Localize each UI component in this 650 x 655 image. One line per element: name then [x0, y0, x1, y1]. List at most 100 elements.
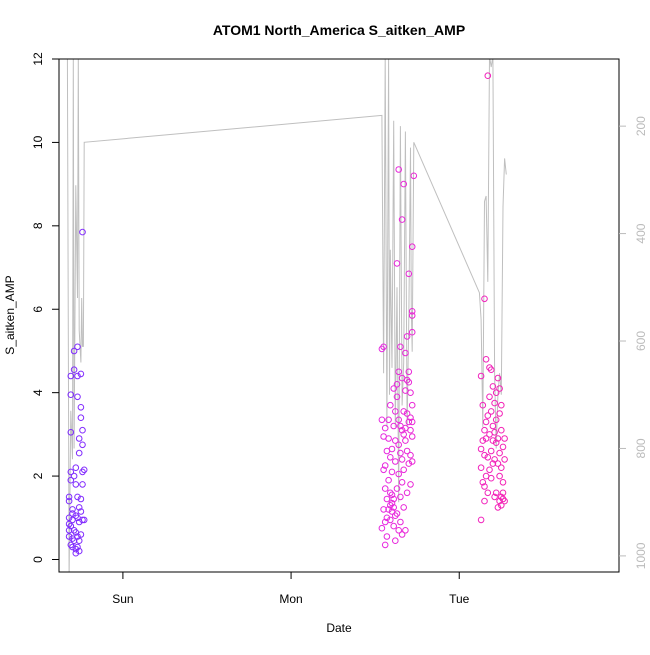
y-right-tick-label: 400 [634, 223, 648, 243]
data-point [387, 489, 394, 497]
data-point [67, 429, 75, 436]
data-point [381, 424, 389, 432]
data-point [378, 416, 386, 424]
data-point [67, 476, 75, 484]
data-point [67, 522, 75, 530]
x-axis-title: Date [326, 621, 352, 635]
data-point [400, 408, 408, 415]
data-point [403, 333, 411, 340]
data-point [408, 458, 416, 465]
data-point [67, 468, 75, 476]
data-point [501, 435, 508, 442]
data-point [482, 356, 490, 363]
data-point [489, 460, 497, 467]
data-point [380, 343, 387, 351]
data-point [403, 447, 411, 455]
data-point [477, 372, 485, 380]
data-point [378, 524, 386, 532]
data-point [400, 466, 408, 474]
data-point [498, 426, 505, 434]
data-point [481, 426, 488, 434]
data-point [75, 504, 83, 511]
data-point [400, 180, 408, 188]
x-tick-label: Tue [449, 592, 470, 606]
data-point [407, 414, 414, 422]
data-point [381, 541, 389, 549]
data-point [393, 485, 401, 492]
data-point [392, 458, 399, 465]
data-point [402, 527, 409, 534]
data-point [498, 493, 505, 501]
data-point [492, 439, 500, 447]
y-right-tick-label: 800 [634, 438, 648, 458]
y-right-tick-label: 200 [634, 116, 648, 136]
data-point [380, 466, 387, 474]
data-point [477, 516, 485, 524]
data-point [65, 533, 73, 540]
data-point [397, 343, 404, 351]
data-point [74, 372, 81, 380]
plot-area [65, 59, 508, 572]
data-point [395, 368, 403, 376]
data-point [72, 512, 80, 520]
chart-title: ATOM1 North_America S_aitken_AMP [213, 22, 465, 38]
data-point [387, 454, 394, 461]
data-point [387, 516, 394, 524]
data-point [496, 472, 503, 480]
data-point [407, 426, 414, 434]
data-point [398, 426, 406, 434]
data-point [74, 493, 81, 501]
data-point [77, 404, 85, 411]
data-point [381, 485, 389, 492]
data-point [491, 429, 498, 436]
data-point [410, 172, 418, 180]
data-point [489, 422, 497, 430]
x-axis: Sun Mon Tue [112, 572, 470, 606]
data-point [397, 493, 404, 501]
data-point [499, 479, 507, 486]
data-point [484, 489, 492, 497]
data-point [477, 445, 485, 453]
data-point [481, 483, 488, 490]
data-point [72, 549, 80, 557]
data-point [402, 349, 409, 357]
data-point [395, 470, 403, 478]
data-point [398, 216, 406, 223]
data-point [74, 343, 81, 351]
data-point [75, 537, 83, 545]
data-point [487, 474, 495, 482]
x-tick-label: Mon [279, 592, 302, 606]
data-point [79, 441, 86, 449]
data-point [492, 389, 500, 397]
data-point [80, 516, 88, 524]
data-point [70, 472, 78, 480]
data-point [487, 447, 495, 455]
data-point [486, 466, 493, 474]
data-point [496, 497, 503, 505]
data-point [491, 456, 498, 463]
data-point [395, 441, 403, 449]
data-point [388, 445, 396, 453]
data-point [408, 433, 416, 440]
data-point [481, 451, 488, 459]
data-point [387, 502, 394, 509]
y-tick-label: 10 [31, 135, 45, 149]
data-point [79, 426, 86, 434]
plot-inner [65, 59, 508, 572]
data-point [378, 345, 386, 353]
data-point [390, 504, 398, 511]
data-point [392, 437, 399, 444]
data-point [387, 401, 394, 409]
data-point [72, 545, 80, 553]
data-point [482, 435, 490, 442]
data-point [390, 522, 398, 530]
data-point [77, 508, 85, 515]
data-point [494, 435, 502, 442]
data-point [77, 414, 85, 422]
data-point [392, 512, 399, 520]
data-point [494, 374, 502, 382]
data-point [499, 443, 507, 451]
y-right-tick-label: 1000 [634, 542, 648, 569]
